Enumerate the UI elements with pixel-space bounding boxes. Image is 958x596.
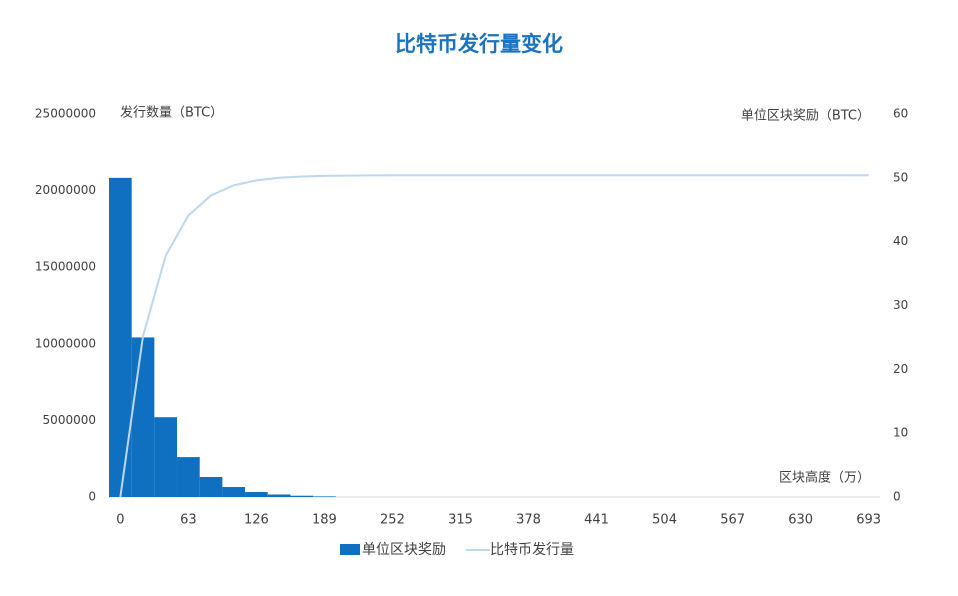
x-tick-label: 315 (448, 513, 473, 528)
x-tick-label: 63 (180, 513, 197, 528)
x-tick-label: 126 (244, 513, 269, 528)
bar (154, 417, 178, 497)
y2-axis-title: 单位区块奖励（BTC） (741, 109, 870, 124)
y-tick-label: 0 (88, 490, 96, 504)
x-tick-label: 378 (516, 513, 541, 528)
bar (267, 494, 291, 497)
x-tick-label: 693 (856, 513, 881, 528)
y2-tick-label: 0 (893, 490, 901, 504)
x-axis-title: 区块高度（万） (779, 470, 870, 486)
x-tick-label: 189 (312, 513, 337, 528)
y2-tick-label: 10 (893, 426, 908, 440)
x-tick-label: 567 (720, 513, 745, 528)
y2-tick-label: 40 (893, 234, 908, 248)
bar (131, 337, 155, 497)
y-axis-title: 发行数量（BTC） (120, 105, 223, 121)
bar (313, 496, 336, 497)
line (119, 174, 869, 498)
bar (109, 177, 132, 498)
x-tick-label: 630 (788, 513, 813, 528)
x-tick-label: 441 (584, 513, 609, 528)
bar (177, 457, 200, 497)
bar (222, 487, 246, 497)
x-tick-label: 252 (380, 513, 405, 528)
legend-label: 单位区块奖励 (362, 541, 446, 558)
bar (199, 477, 223, 497)
y-tick-label: 20000000 (35, 183, 96, 197)
x-tick-label: 0 (116, 513, 124, 528)
y-tick-label: 10000000 (35, 336, 96, 350)
y2-tick-label: 60 (893, 107, 908, 121)
y-tick-label: 5000000 (43, 413, 96, 427)
y2-tick-label: 50 (893, 170, 908, 184)
y-tick-label: 25000000 (35, 107, 96, 121)
legend-label: 比特币发行量 (490, 542, 574, 558)
bar (290, 495, 314, 497)
legend-swatch (340, 544, 360, 555)
y2-tick-label: 20 (893, 362, 908, 376)
y-tick-label: 15000000 (35, 260, 96, 274)
x-tick-label: 504 (652, 513, 677, 528)
bar (245, 492, 268, 497)
y2-tick-label: 30 (893, 298, 908, 312)
chart-title: 比特币发行量变化 (395, 32, 563, 56)
